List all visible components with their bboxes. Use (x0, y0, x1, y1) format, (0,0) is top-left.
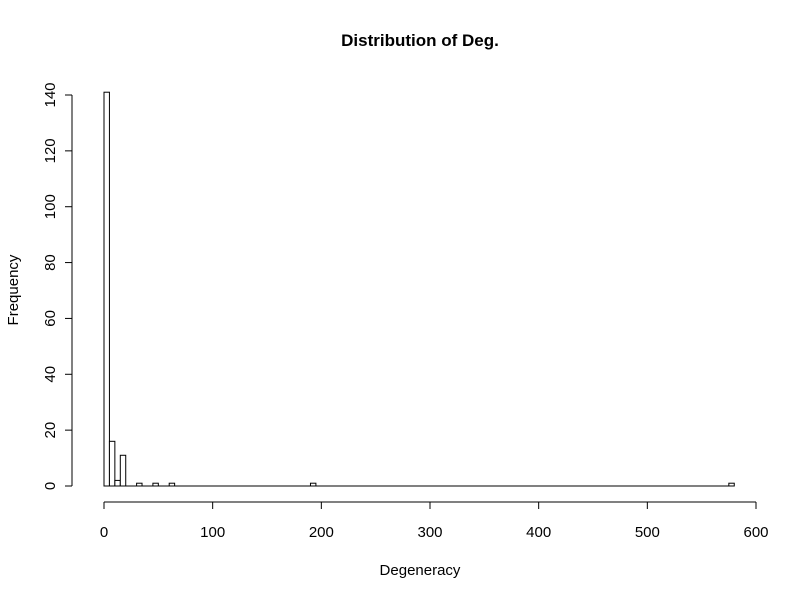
x-tick-label: 300 (417, 524, 442, 541)
x-tick-label: 0 (100, 524, 108, 541)
histogram-bar-0 (103, 91, 110, 487)
x-axis-label: Degeneracy (380, 562, 461, 579)
x-tick-label: 400 (526, 524, 551, 541)
histogram-bars (103, 91, 735, 487)
histogram-bar-3 (119, 454, 127, 487)
y-tick-label: 0 (42, 482, 59, 490)
chart-title: Distribution of Deg. (341, 31, 499, 50)
x-tick-label: 600 (743, 524, 768, 541)
histogram-bar-1 (108, 440, 116, 487)
x-tick-label: 100 (200, 524, 225, 541)
y-axis: 0 20 40 60 80 100 120 140 (42, 82, 73, 490)
x-tick-label: 200 (309, 524, 334, 541)
y-tick-label: 60 (42, 310, 59, 327)
y-tick-label: 40 (42, 366, 59, 383)
histogram-bar-2 (114, 479, 121, 487)
x-axis: 0 100 200 300 400 500 600 (100, 501, 769, 541)
y-tick-label: 80 (42, 254, 59, 271)
y-tick-label: 100 (42, 194, 59, 219)
y-axis-label: Frequency (5, 254, 22, 325)
y-tick-label: 120 (42, 138, 59, 163)
y-tick-label: 140 (42, 82, 59, 107)
x-tick-label: 500 (635, 524, 660, 541)
y-tick-label: 20 (42, 422, 59, 439)
